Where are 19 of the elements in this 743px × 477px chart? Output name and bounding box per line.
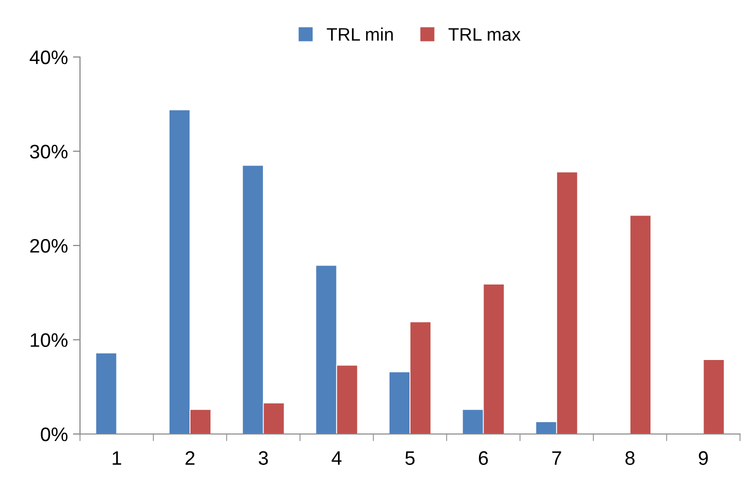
- bar: [95, 352, 118, 434]
- x-tick-label: 1: [112, 451, 122, 465]
- legend-label: TRL min: [326, 28, 393, 41]
- bar: [702, 359, 725, 434]
- y-tick-label: 30%: [30, 144, 68, 158]
- y-tick-label: 10%: [30, 333, 68, 347]
- y-tick-label: 40%: [30, 50, 68, 64]
- x-tick-label: 8: [625, 451, 635, 465]
- x-tick-label: 3: [258, 451, 268, 465]
- y-tick-label: 20%: [30, 238, 68, 253]
- x-tick-label: 5: [405, 451, 415, 465]
- x-tick-label: 9: [698, 451, 708, 465]
- x-tick-label: 4: [332, 451, 342, 465]
- x-tick-label: 7: [552, 451, 562, 465]
- legend-label: TRL max: [448, 28, 520, 41]
- bar: [630, 214, 652, 434]
- x-tick-label: 6: [478, 451, 488, 465]
- x-tick-label: 2: [186, 451, 194, 465]
- y-tick-label: 0%: [40, 427, 68, 442]
